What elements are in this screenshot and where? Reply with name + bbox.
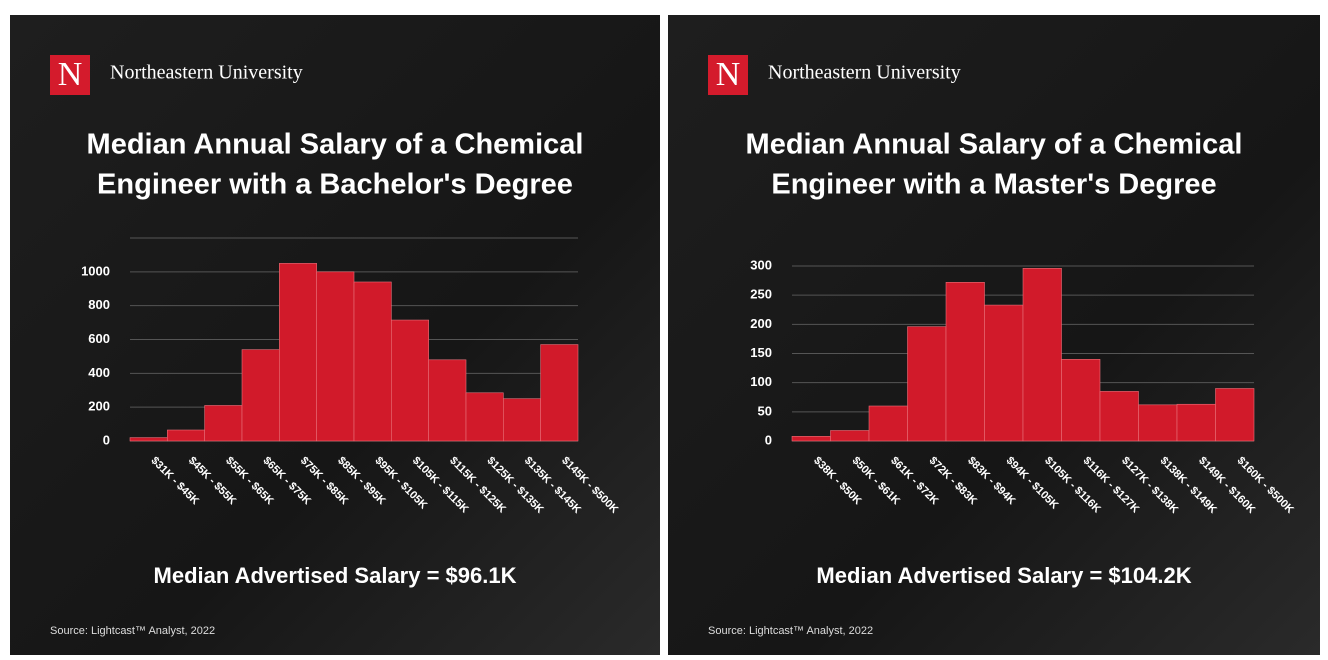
bar (945, 282, 985, 442)
bar (1138, 404, 1178, 442)
bar (1099, 391, 1139, 442)
logo-box (708, 55, 748, 95)
bar (391, 319, 429, 442)
logo: N (716, 56, 741, 93)
source: Source: Lightcast™ Analyst, 2022 (708, 625, 873, 637)
bar (868, 405, 908, 442)
y-tick-label: 200 (750, 316, 772, 331)
chart-title: Median Annual Salary of a Chemical (87, 129, 584, 161)
bar (984, 304, 1024, 442)
bar (167, 429, 205, 442)
y-tick-label: 600 (88, 331, 110, 346)
brand: Northeastern University (768, 62, 961, 84)
bar (316, 271, 355, 442)
bar (353, 281, 392, 442)
source: Source: Lightcast™ Analyst, 2022 (50, 625, 215, 637)
bar (241, 349, 280, 442)
bar (465, 392, 504, 442)
bar (540, 344, 579, 442)
y-tick-label: 800 (88, 297, 110, 312)
bar (1022, 268, 1062, 442)
bar (428, 359, 467, 442)
annotation: Median Advertised Salary = $96.1K (154, 563, 517, 588)
y-tick-label: 300 (750, 257, 772, 272)
y-tick-label: 150 (750, 345, 772, 360)
y-tick-label: 1000 (81, 263, 110, 278)
y-tick-label: 100 (750, 374, 772, 389)
bar (1176, 403, 1216, 442)
logo: N (58, 56, 83, 93)
bar (204, 405, 243, 442)
y-tick-label: 200 (88, 399, 110, 414)
annotation: Median Advertised Salary = $104.2K (816, 563, 1191, 588)
y-tick-label: 0 (765, 432, 772, 447)
y-tick-label: 50 (758, 403, 772, 418)
bar (279, 263, 317, 442)
y-tick-label: 250 (750, 287, 772, 302)
chart-title: Engineer with a Master's Degree (771, 169, 1216, 201)
brand: Northeastern University (110, 62, 303, 84)
y-tick-label: 400 (88, 365, 110, 380)
bar (1215, 388, 1255, 442)
bar (1061, 359, 1101, 442)
bar (129, 437, 168, 442)
logo-box (50, 55, 90, 95)
panel: N Northeastern University Median Annual Sa… (10, 15, 660, 655)
bar (791, 436, 831, 442)
bar (830, 430, 870, 442)
bar (907, 326, 947, 442)
panel: N Northeastern University Median Annual Sa… (668, 15, 1320, 655)
chart-title: Median Annual Salary of a Chemical (746, 129, 1243, 161)
chart-title: Engineer with a Bachelor's Degree (97, 169, 573, 201)
bar (503, 398, 541, 442)
y-tick-label: 0 (103, 432, 110, 447)
